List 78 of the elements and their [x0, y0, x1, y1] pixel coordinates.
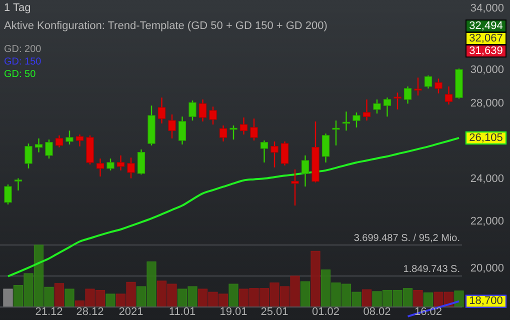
data-label: 18,700 [469, 295, 503, 308]
annotation: Aktive Konfiguration: Trend-Template (GD 50 + GD 150 + GD 200) [4, 20, 328, 32]
bar [454, 290, 464, 308]
candlestick [116, 154, 125, 172]
candlestick [240, 116, 248, 136]
bar [300, 281, 310, 308]
x-tick-label: 2021 [118, 306, 144, 318]
candlestick [373, 98, 381, 114]
candlestick [250, 118, 258, 142]
candlestick [332, 120, 340, 146]
y-tick-label: 24,000 [470, 173, 504, 186]
candlestick [66, 130, 74, 146]
candlestick [424, 74, 432, 90]
x-tick-label: 01.02 [312, 306, 340, 318]
ref-line-label: 3.699.487 S. / 95,2 Mio. [354, 233, 460, 244]
candlestick [209, 106, 217, 126]
candlestick [301, 154, 310, 188]
bar [64, 288, 74, 308]
bar [106, 294, 116, 308]
x-tick-label: 28.12 [76, 306, 104, 318]
candlestick [219, 124, 228, 142]
candlestick [280, 140, 289, 166]
bar [3, 288, 13, 308]
x-tick-label: 21.12 [35, 306, 63, 318]
legend-label: GD: 200 [4, 44, 42, 55]
candlestick [55, 134, 64, 148]
candlestick [127, 156, 135, 179]
candlestick [14, 178, 22, 192]
candlestick [404, 86, 412, 104]
candlestick [260, 140, 268, 164]
candlestick [158, 96, 166, 124]
candlestick [414, 76, 422, 96]
candlestick [362, 98, 371, 122]
y-tick-label: 34,000 [470, 2, 504, 14]
y-tick-label: 30,000 [470, 64, 504, 76]
candlestick [322, 132, 330, 164]
candlestick [444, 86, 453, 106]
bar [54, 283, 64, 308]
text: GD: 150 [4, 56, 42, 68]
candlestick [394, 92, 402, 110]
candlestick [383, 96, 392, 118]
candlestick [178, 116, 186, 146]
candlestick [34, 138, 43, 153]
x-tick-label: 11.01 [168, 306, 196, 318]
bar [413, 290, 423, 308]
text: 32,494 [469, 20, 503, 32]
candlestick [270, 140, 278, 168]
bar [423, 292, 434, 308]
bar [362, 289, 372, 308]
x-tick-label: 19.01 [220, 306, 248, 318]
y-tick-label: 20,000 [470, 262, 504, 274]
candlestick [106, 158, 114, 172]
candlestick [24, 142, 32, 170]
ref-line-label: 1.849.743 S. [403, 264, 460, 275]
y-tick-label: 28,000 [470, 98, 504, 110]
text: 32,067 [469, 32, 503, 44]
candlestick [137, 148, 146, 176]
line-series [7, 136, 460, 278]
candlestick [352, 112, 360, 128]
candlestick [188, 100, 196, 122]
bar [310, 250, 320, 308]
candlestick [291, 168, 299, 206]
candlestick [96, 158, 104, 178]
candlestick [434, 78, 442, 94]
candlestick [45, 138, 53, 160]
candlestick [76, 134, 84, 147]
candlestick [4, 184, 12, 206]
candlestick [230, 124, 238, 140]
data-label: 26,105 [469, 132, 503, 144]
x-tick-label: 25.01 [260, 306, 288, 318]
bar [228, 284, 238, 308]
chart-subtitle: 1 Tag [4, 2, 31, 14]
y-tick-label: 22,000 [470, 216, 504, 228]
x-tick-label: 08.02 [363, 306, 391, 318]
text: 31,639 [469, 44, 503, 57]
candlestick [198, 98, 207, 122]
candlestick [168, 114, 176, 140]
text: GD: 50 [4, 69, 36, 80]
